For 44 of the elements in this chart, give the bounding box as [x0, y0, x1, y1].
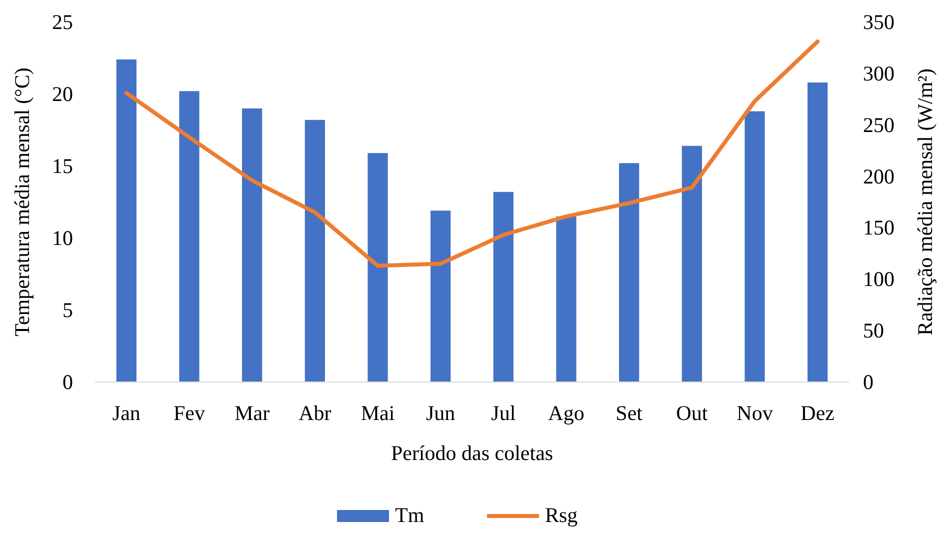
y2-tick-label: 100 — [863, 267, 894, 292]
bar — [116, 59, 136, 382]
x-tick-label: Jan — [112, 401, 141, 425]
y-tick-label: 20 — [52, 82, 73, 106]
bar — [368, 153, 388, 382]
x-tick-label: Mar — [234, 401, 270, 425]
x-tick-label: Abr — [298, 401, 332, 425]
bar — [242, 108, 262, 382]
y-tick-label: 15 — [52, 154, 73, 178]
y2-tick-label: 50 — [863, 318, 884, 343]
bar — [179, 91, 200, 382]
y2-tick-label: 200 — [863, 164, 894, 188]
x-tick-label: Jun — [426, 401, 456, 425]
line-series — [124, 40, 820, 268]
x-tick-label: Ago — [548, 401, 584, 425]
bar — [493, 192, 514, 382]
bar — [556, 216, 576, 382]
y-axis-title: Temperatura média mensal (°C) — [10, 68, 34, 336]
bar — [744, 111, 765, 382]
y-tick-label: 10 — [52, 226, 73, 250]
x-tick-label: Jul — [491, 401, 516, 425]
x-tick-label: Dez — [800, 401, 834, 425]
x-tick-label: Set — [616, 401, 643, 425]
x-tick-label: Fev — [174, 401, 206, 425]
y2-axis-title: Radiação média mensal (W/m²) — [913, 68, 937, 336]
bar — [682, 146, 702, 382]
bar — [430, 210, 451, 382]
x-tick-label: Mai — [360, 401, 395, 425]
y-tick-label: 25 — [52, 10, 73, 34]
x-axis-title: Período das coletas — [390, 441, 554, 465]
y-tick-label: 0 — [62, 370, 73, 394]
bar — [808, 82, 828, 382]
y2-tick-label: 350 — [863, 10, 894, 34]
y2-tick-label: 300 — [863, 61, 894, 86]
y-tick-label: 5 — [62, 298, 73, 322]
y2-tick-label: 250 — [863, 112, 894, 137]
legend-label: Tm — [395, 503, 424, 527]
bar — [304, 120, 325, 382]
x-tick-label: Out — [676, 401, 708, 425]
y2-tick-label: 0 — [863, 370, 874, 394]
bar — [619, 163, 640, 382]
x-tick-label: Nov — [736, 401, 774, 425]
legend-label: Rsg — [545, 503, 578, 527]
y2-tick-label: 150 — [863, 216, 894, 240]
